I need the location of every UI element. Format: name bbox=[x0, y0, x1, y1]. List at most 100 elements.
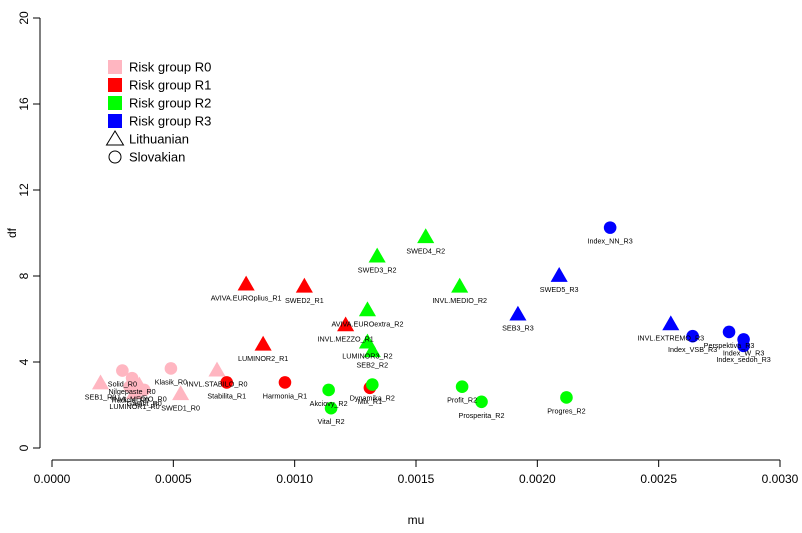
point-label-luminor3-r2: LUMINOR3_R2 bbox=[342, 352, 392, 361]
legend-label: Slovakian bbox=[129, 150, 185, 165]
point-aviva-euroextra-r2 bbox=[358, 301, 377, 317]
point-label-luminor2-r1: LUMINOR2_R1 bbox=[238, 354, 288, 363]
point-dynamika-r2 bbox=[366, 378, 379, 391]
point-solid-r0 bbox=[116, 364, 129, 377]
point-label-harmonia-r1: Harmonia_R1 bbox=[263, 391, 307, 400]
legend-item-risk-group-r1: Risk group R1 bbox=[108, 78, 211, 93]
point-label-invl-extremo-r3: INVL.EXTREMO_R3 bbox=[637, 333, 704, 342]
x-axis-title: mu bbox=[408, 513, 425, 527]
point-invl-extremo-r3 bbox=[662, 315, 680, 331]
point-seb2-r2 bbox=[363, 342, 381, 358]
point-seb3-r3 bbox=[509, 305, 527, 321]
legend-item-risk-group-r0: Risk group R0 bbox=[108, 60, 211, 75]
point-label-index-vsb-r3: Index_VSB_R3 bbox=[668, 345, 717, 354]
legend-label: Risk group R2 bbox=[129, 96, 211, 111]
y-tick-label: 20 bbox=[17, 11, 31, 25]
point-klasik-r0 bbox=[164, 362, 178, 375]
legend-label: Risk group R3 bbox=[129, 114, 211, 129]
point-label-invl-medio-r0: INVL.MEDIO_R0 bbox=[112, 395, 167, 404]
x-tick-label: 0.0015 bbox=[398, 472, 435, 486]
point-label-seb3-r3: SEB3_R3 bbox=[502, 324, 534, 333]
point-label-profit-r2: Profit_R2 bbox=[447, 396, 477, 405]
point-label-mix-r1: Mix_R1 bbox=[358, 397, 382, 406]
x-axis-ticks: 0.0000 0.0005 0.0010 0.0015 0.0020 0.0025 0.00… bbox=[34, 460, 799, 486]
point-index-vsb-r3 bbox=[686, 329, 699, 343]
point-nilgepaste-r0 bbox=[125, 371, 139, 385]
point-prosperita-r2 bbox=[475, 395, 488, 409]
point-label-solid-r0: Solid_R0 bbox=[108, 380, 137, 389]
y-tick-label: 12 bbox=[17, 183, 31, 197]
x-tick-label: 0.0010 bbox=[276, 472, 313, 486]
point-label-luminor1-r0: LUMINOR1_R0 bbox=[109, 402, 159, 411]
x-tick-label: 0.0025 bbox=[640, 472, 677, 486]
point-label-invl-stabilo-r0: INVL.STABILO_R0 bbox=[187, 380, 248, 389]
y-tick-label: 0 bbox=[17, 444, 31, 451]
point-label-garant-r0: Garant_R0 bbox=[127, 399, 162, 408]
point-luminor2-r1 bbox=[254, 335, 272, 351]
point-label-perspektiva-r3: Perspektiva_R3 bbox=[704, 341, 755, 350]
point-label-index-w-r3: Index_W_R3 bbox=[723, 348, 765, 357]
legend-swatch bbox=[108, 60, 122, 74]
point-label-nilgepaste-r0: Nilgepaste_R0 bbox=[109, 387, 156, 396]
x-tick-label: 0.0005 bbox=[155, 472, 192, 486]
point-perspektiva-r3 bbox=[722, 325, 736, 339]
point-label-seb1-r0: SEB1_R0 bbox=[85, 393, 117, 402]
data-points bbox=[91, 221, 750, 415]
point-label-akciovy-r2: Akciovy_R2 bbox=[310, 399, 348, 408]
point-swed5-r3 bbox=[550, 267, 568, 282]
legend-item-lithuanian: Lithuanian bbox=[105, 130, 189, 147]
legend: Risk group R0 Risk group R1 Risk group R2 R… bbox=[105, 60, 211, 165]
point-label-swed4-r2: SWED4_R2 bbox=[406, 246, 445, 255]
x-tick-label: 0.0020 bbox=[519, 472, 556, 486]
circle-icon bbox=[108, 150, 122, 164]
point-label-swed1-r0: SWED1_R0 bbox=[161, 403, 200, 412]
point-luminor1-r0 bbox=[125, 384, 144, 400]
triangle-icon bbox=[105, 130, 125, 146]
legend-swatch bbox=[108, 96, 122, 110]
point-progres-r2 bbox=[560, 391, 573, 404]
point-stabilita-r1 bbox=[220, 376, 234, 389]
plot-area: 0.0000 0.0005 0.0010 0.0015 0.0020 0.0025 0.00… bbox=[17, 11, 799, 486]
point-label-swed2-r1: SWED2_R1 bbox=[285, 296, 324, 305]
y-tick-label: 8 bbox=[17, 272, 31, 279]
point-aviva-europlius-r1 bbox=[237, 275, 255, 291]
point-swed2-r1 bbox=[295, 277, 313, 293]
point-vital-r2 bbox=[324, 401, 338, 415]
point-invl-medio-r2 bbox=[451, 277, 469, 293]
point-label-stabilita-r1: Stabilita_R1 bbox=[207, 391, 246, 400]
y-axis-ticks: 0 4 8 12 16 20 bbox=[17, 11, 40, 451]
point-swed3-r2 bbox=[368, 247, 386, 263]
legend-label: Risk group R1 bbox=[129, 78, 211, 93]
point-invl-mezzo-r1 bbox=[337, 316, 355, 332]
point-label-dynamika-r2: Dynamika_R2 bbox=[350, 394, 395, 403]
legend-swatch bbox=[108, 78, 122, 92]
x-tick-label: 0.0000 bbox=[34, 472, 71, 486]
legend-swatch bbox=[108, 114, 122, 128]
point-label-swed3-r2: SWED3_R2 bbox=[358, 266, 397, 275]
point-swed4-r2 bbox=[417, 228, 435, 244]
legend-label: Risk group R0 bbox=[129, 60, 211, 75]
point-seb1-r0 bbox=[91, 374, 110, 390]
point-label-index-sedoh-r3: Index_sedoh_R3 bbox=[716, 355, 770, 364]
y-tick-label: 16 bbox=[17, 97, 31, 111]
point-label-index-nn-r3: Index_NN_R3 bbox=[588, 237, 633, 246]
point-label-prosperita-r2: Prosperita_R2 bbox=[459, 411, 505, 420]
point-label-aviva-europlius-r1: AVIVA.EUROplius_R1 bbox=[211, 294, 282, 303]
point-label-seb2-r2: SEB2_R2 bbox=[357, 360, 389, 369]
x-tick-label: 0.0030 bbox=[762, 472, 799, 486]
y-axis-title: df bbox=[5, 227, 19, 238]
legend-label: Lithuanian bbox=[129, 132, 189, 147]
legend-item-risk-group-r2: Risk group R2 bbox=[108, 96, 211, 111]
point-label-progres-r2: Progres_R2 bbox=[547, 406, 585, 415]
point-labels: SEB1_R0Tradicia_R0Solid_R0Nilgepaste_R0I… bbox=[85, 237, 771, 427]
point-index-nn-r3 bbox=[603, 221, 617, 234]
point-harmonia-r1 bbox=[278, 376, 292, 389]
point-invl-stabilo-r0 bbox=[208, 361, 226, 377]
point-swed1-r0 bbox=[172, 385, 190, 401]
point-label-klasik-r0: Klasik_R0 bbox=[155, 377, 187, 386]
legend-item-risk-group-r3: Risk group R3 bbox=[108, 114, 211, 129]
point-label-vital-r2: Vital_R2 bbox=[318, 417, 345, 426]
point-profit-r2 bbox=[455, 380, 469, 394]
legend-item-slovakian: Slovakian bbox=[108, 150, 185, 165]
